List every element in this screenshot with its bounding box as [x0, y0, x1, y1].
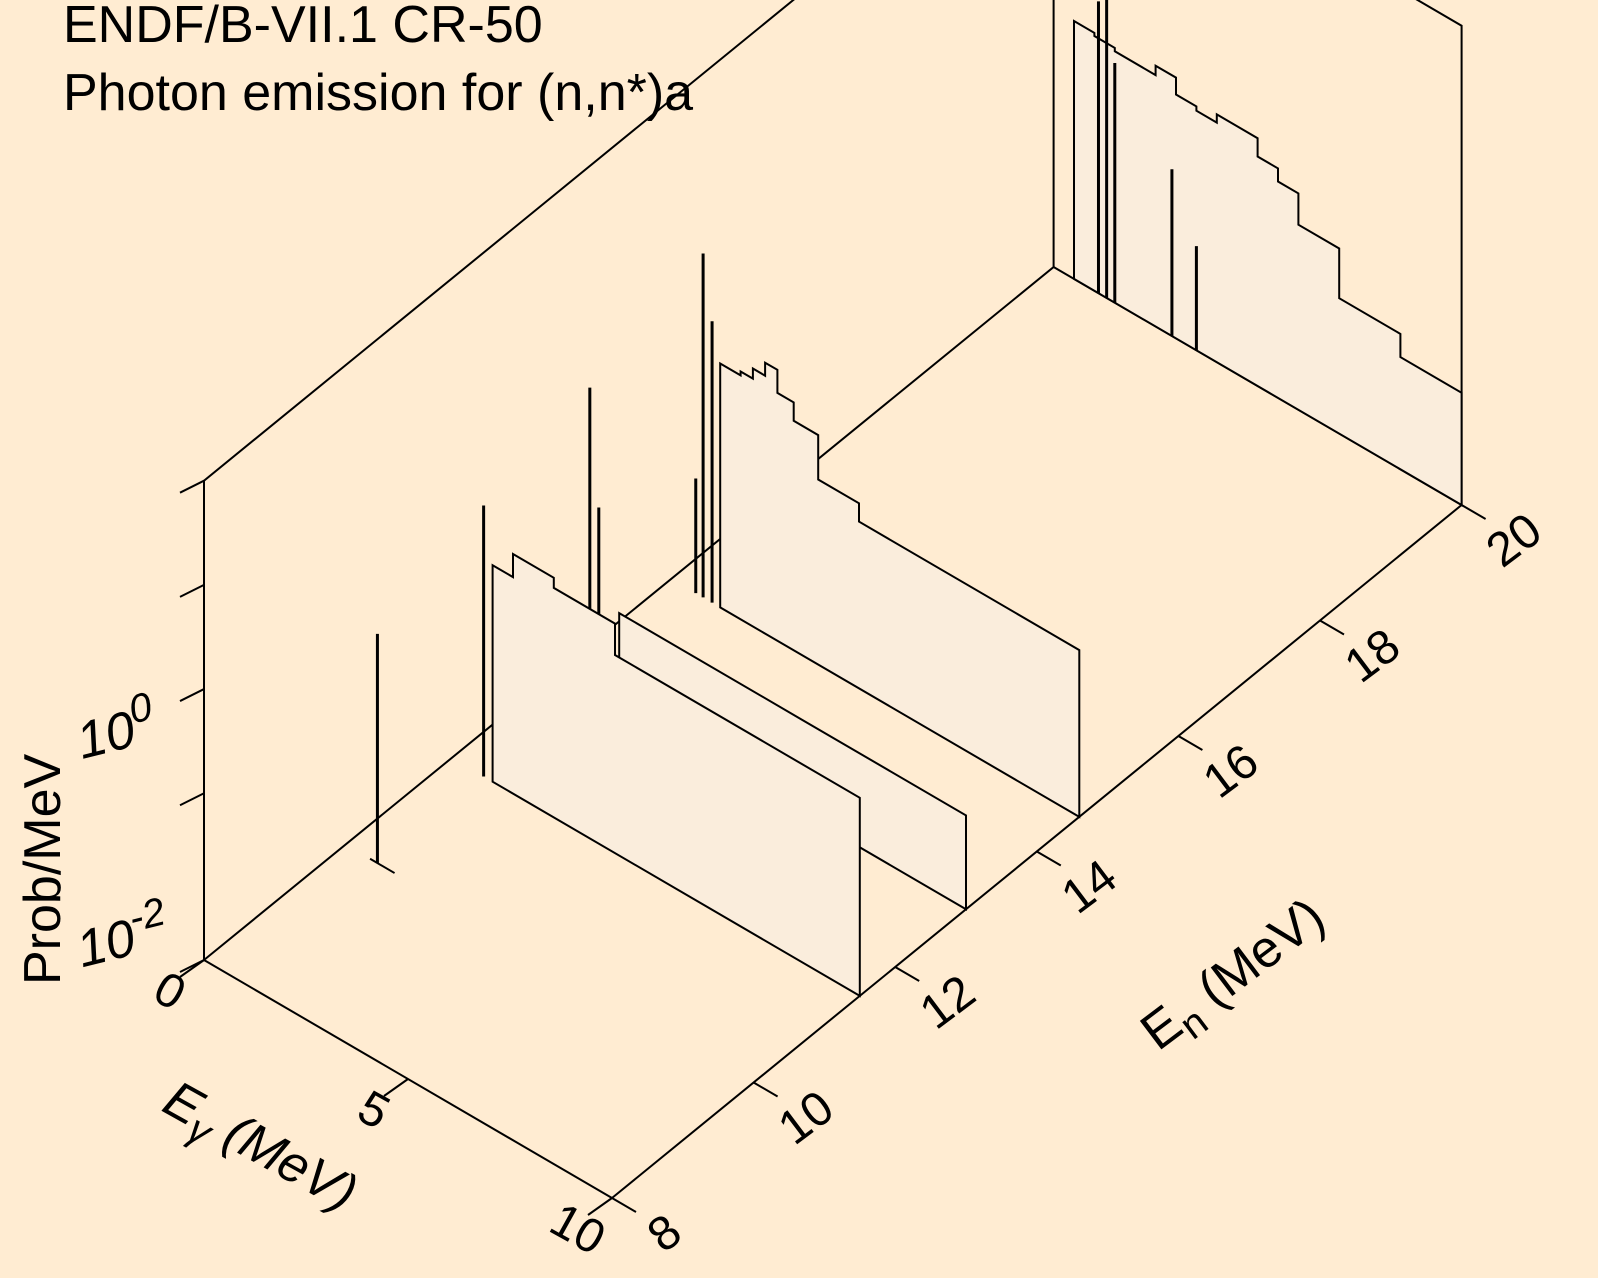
y-tick: [1461, 504, 1487, 520]
z-tick-label: 10-2: [68, 890, 175, 980]
y-tick: [1177, 735, 1203, 751]
z-tick: [179, 583, 205, 598]
y-tick: [611, 1197, 637, 1213]
continuum-spectrum: [719, 360, 1081, 819]
continuum-spectrum: [1073, 19, 1463, 507]
series-slice: [694, 253, 1081, 819]
z-tick: [179, 959, 205, 973]
series-slice: [482, 505, 861, 998]
continuum-spectrum: [491, 552, 861, 998]
z-tick: [179, 479, 205, 494]
x-tick: [383, 1078, 409, 1097]
y-tick: [1319, 619, 1345, 636]
z-axis-label: Prob/MeV: [14, 753, 72, 985]
y-tick: [894, 966, 920, 982]
z-tick: [179, 688, 205, 702]
series-layer: [369, 0, 1463, 998]
series-slice: [1073, 0, 1463, 507]
x-tick: [587, 1197, 613, 1216]
y-tick: [1036, 850, 1062, 867]
baseline: [369, 857, 396, 874]
chart-title-line-1: ENDF/B-VII.1 CR-50: [63, 0, 543, 54]
chart-title-line-2: Photon emission for (n,n*)a: [63, 64, 693, 122]
z-tick: [179, 792, 205, 807]
series-slice: [369, 633, 396, 874]
y-tick: [753, 1081, 779, 1098]
